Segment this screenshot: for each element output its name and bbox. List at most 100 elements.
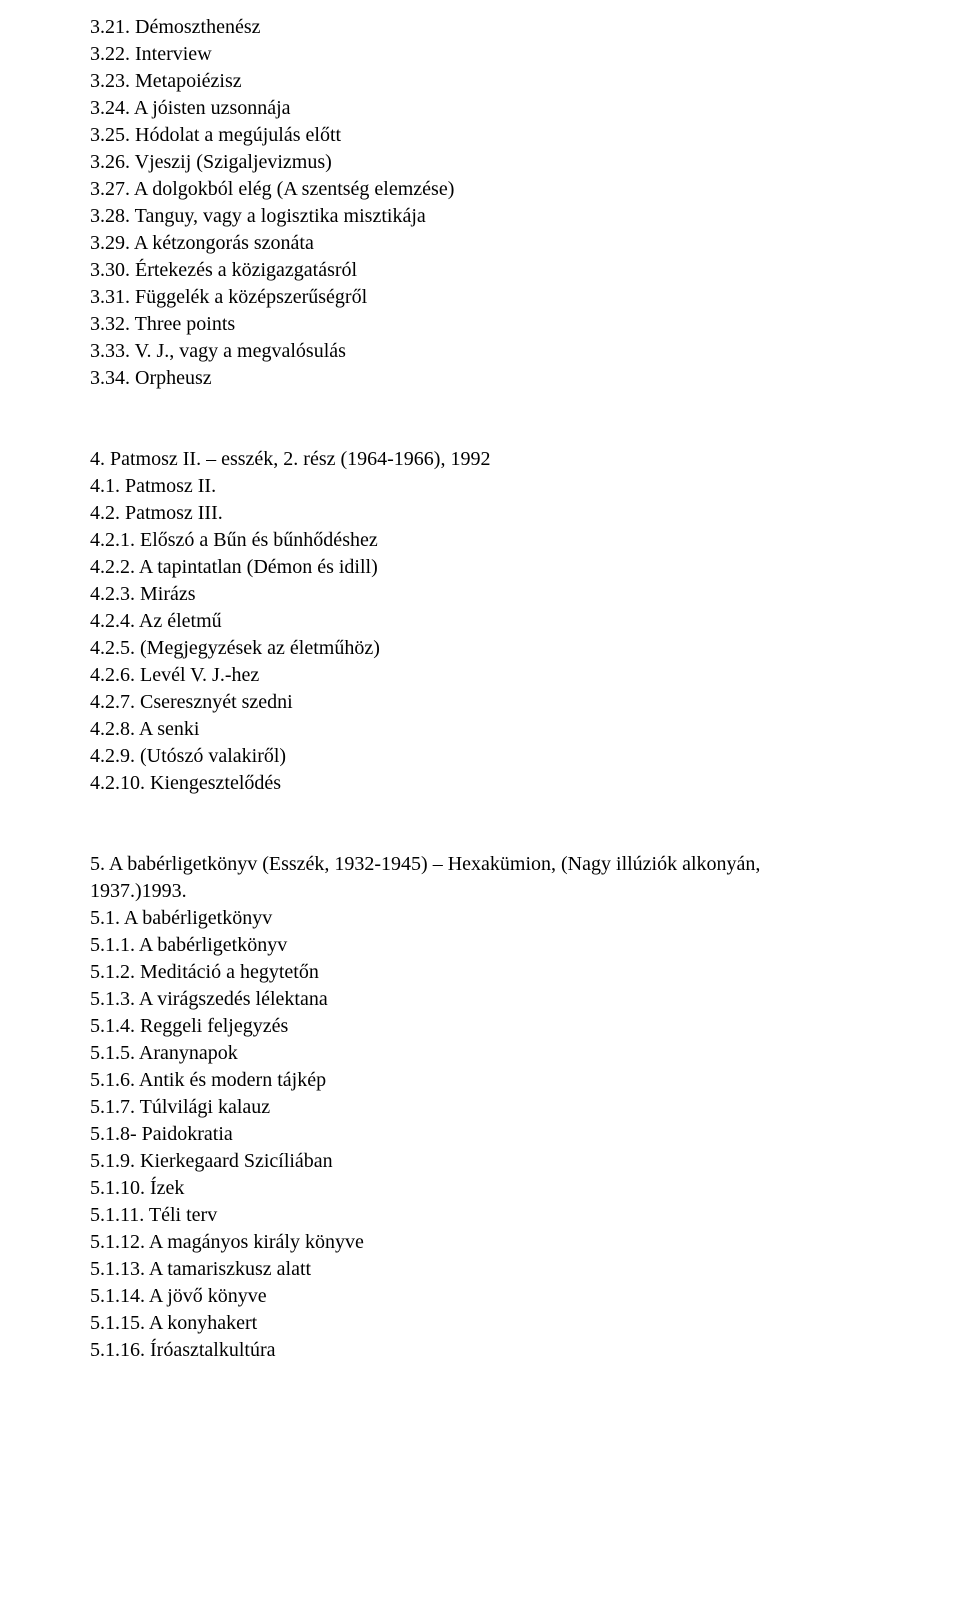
item-title: A babérligetkönyv: [124, 907, 272, 929]
list-item: 5.1.2. Meditáció a hegytetőn: [90, 959, 942, 986]
item-number: 3.28.: [90, 205, 130, 227]
item-number: 3.27.: [90, 178, 130, 200]
item-title: V. J., vagy a megvalósulás: [135, 340, 346, 362]
item-number: 5.1.6.: [90, 1069, 135, 1091]
item-title: Kierkegaard Szicíliában: [140, 1150, 333, 1172]
item-number: 5.1.1.: [90, 934, 135, 956]
list-item: 5.1.8- Paidokratia: [90, 1121, 942, 1148]
list-item: 3.24. A jóisten uzsonnája: [90, 95, 942, 122]
item-title: Aranynapok: [139, 1042, 238, 1064]
item-number: 5.1.14.: [90, 1285, 145, 1307]
section-heading-line1: 5. A babérligetkönyv (Esszék, 1932-1945)…: [90, 851, 942, 878]
item-number: 4.2.3.: [90, 583, 135, 605]
list-item: 3.22. Interview: [90, 41, 942, 68]
item-number: 3.25.: [90, 124, 130, 146]
item-title: Íróasztalkultúra: [150, 1339, 276, 1361]
list-item: 4.2. Patmosz III.: [90, 500, 942, 527]
list-item: 4.2.8. A senki: [90, 716, 942, 743]
list-item: 3.28. Tanguy, vagy a logisztika misztiká…: [90, 203, 942, 230]
item-title: A tapintatlan (Démon és idill): [139, 556, 378, 578]
item-number: 3.23.: [90, 70, 130, 92]
item-title: Meditáció a hegytetőn: [140, 961, 319, 983]
list-item: 5.1.9. Kierkegaard Szicíliában: [90, 1148, 942, 1175]
item-number: 5.1.3.: [90, 988, 135, 1010]
list-item: 4.1. Patmosz II.: [90, 473, 942, 500]
list-item: 3.25. Hódolat a megújulás előtt: [90, 122, 942, 149]
item-title: Three points: [135, 313, 236, 335]
list-item: 3.31. Függelék a középszerűségről: [90, 284, 942, 311]
item-number: 4.2.9.: [90, 745, 135, 767]
item-title: A magányos király könyve: [149, 1231, 364, 1253]
list-item: 5.1.11. Téli terv: [90, 1202, 942, 1229]
list-item: 5.1.14. A jövő könyve: [90, 1283, 942, 1310]
item-title: Az életmű: [139, 610, 222, 632]
item-title: Cseresznyét szedni: [140, 691, 293, 713]
item-number: 5.1.2.: [90, 961, 135, 983]
item-title: Hódolat a megújulás előtt: [135, 124, 341, 146]
item-title: Függelék a középszerűségről: [135, 286, 367, 308]
list-item: 5.1.6. Antik és modern tájkép: [90, 1067, 942, 1094]
list-item: 5.1.16. Íróasztalkultúra: [90, 1337, 942, 1364]
list-item: 4.2.10. Kiengesztelődés: [90, 770, 942, 797]
list-item: 3.33. V. J., vagy a megvalósulás: [90, 338, 942, 365]
item-title: A tamariszkusz alatt: [149, 1258, 311, 1280]
item-number: 4.2.8.: [90, 718, 135, 740]
item-title: Értekezés a közigazgatásról: [135, 259, 357, 281]
item-title: Paidokratia: [142, 1123, 233, 1145]
list-item: 4.2.1. Előszó a Bűn és bűnhődéshez: [90, 527, 942, 554]
list-item: 4.2.2. A tapintatlan (Démon és idill): [90, 554, 942, 581]
item-title: Ízek: [150, 1177, 184, 1199]
item-title: Téli terv: [149, 1204, 217, 1226]
list-item: 5.1.15. A konyhakert: [90, 1310, 942, 1337]
item-number: 4.2.1.: [90, 529, 135, 551]
item-number: 4.2.7.: [90, 691, 135, 713]
list-item: 5.1.13. A tamariszkusz alatt: [90, 1256, 942, 1283]
item-title: Vjeszij (Szigaljevizmus): [135, 151, 332, 173]
item-title: A konyhakert: [149, 1312, 257, 1334]
item-title: Orpheusz: [135, 367, 212, 389]
item-title: Metapoiézisz: [135, 70, 242, 92]
list-item: 3.29. A kétzongorás szonáta: [90, 230, 942, 257]
item-number: 4.2.5.: [90, 637, 135, 659]
item-title: (Utószó valakiről): [140, 745, 286, 767]
list-item: 5.1.7. Túlvilági kalauz: [90, 1094, 942, 1121]
list-item: 5.1.12. A magányos király könyve: [90, 1229, 942, 1256]
item-number: 5.1.13.: [90, 1258, 145, 1280]
item-number: 3.31.: [90, 286, 130, 308]
list-item: 3.30. Értekezés a közigazgatásról: [90, 257, 942, 284]
item-number: 4.2.: [90, 502, 120, 524]
item-title: Interview: [135, 43, 212, 65]
list-item: 4.2.5. (Megjegyzések az életműhöz): [90, 635, 942, 662]
item-title: A kétzongorás szonáta: [134, 232, 314, 254]
item-title: A jövő könyve: [149, 1285, 267, 1307]
item-number: 5.1.10.: [90, 1177, 145, 1199]
list-item: 5.1.5. Aranynapok: [90, 1040, 942, 1067]
item-number: 4.2.4.: [90, 610, 135, 632]
item-number: 5.1.8-: [90, 1123, 137, 1145]
item-number: 5.1.5.: [90, 1042, 135, 1064]
list-item: 4.2.3. Mirázs: [90, 581, 942, 608]
item-number: 4.2.10.: [90, 772, 145, 794]
item-title: A jóisten uzsonnája: [134, 97, 291, 119]
list-item: 3.27. A dolgokból elég (A szentség elemz…: [90, 176, 942, 203]
item-number: 3.24.: [90, 97, 130, 119]
list-item: 3.34. Orpheusz: [90, 365, 942, 392]
section-heading-line2: 1937.)1993.: [90, 878, 942, 905]
list-item: 3.26. Vjeszij (Szigaljevizmus): [90, 149, 942, 176]
item-title: A dolgokból elég (A szentség elemzése): [134, 178, 454, 200]
item-title: Túlvilági kalauz: [140, 1096, 271, 1118]
list-item: 4.2.6. Levél V. J.-hez: [90, 662, 942, 689]
item-title: Tanguy, vagy a logisztika misztikája: [135, 205, 426, 227]
item-number: 4.2.2.: [90, 556, 135, 578]
item-number: 5.1.4.: [90, 1015, 135, 1037]
item-title: Mirázs: [140, 583, 196, 605]
item-number: 3.21.: [90, 16, 130, 38]
list-item: 5.1. A babérligetkönyv: [90, 905, 942, 932]
item-number: 5.1.16.: [90, 1339, 145, 1361]
list-item: 5.1.1. A babérligetkönyv: [90, 932, 942, 959]
list-item: 5.1.10. Ízek: [90, 1175, 942, 1202]
item-number: 5.1.11.: [90, 1204, 144, 1226]
section-heading: 4. Patmosz II. – esszék, 2. rész (1964-1…: [90, 446, 942, 473]
list-item: 5.1.4. Reggeli feljegyzés: [90, 1013, 942, 1040]
item-number: 3.32.: [90, 313, 130, 335]
